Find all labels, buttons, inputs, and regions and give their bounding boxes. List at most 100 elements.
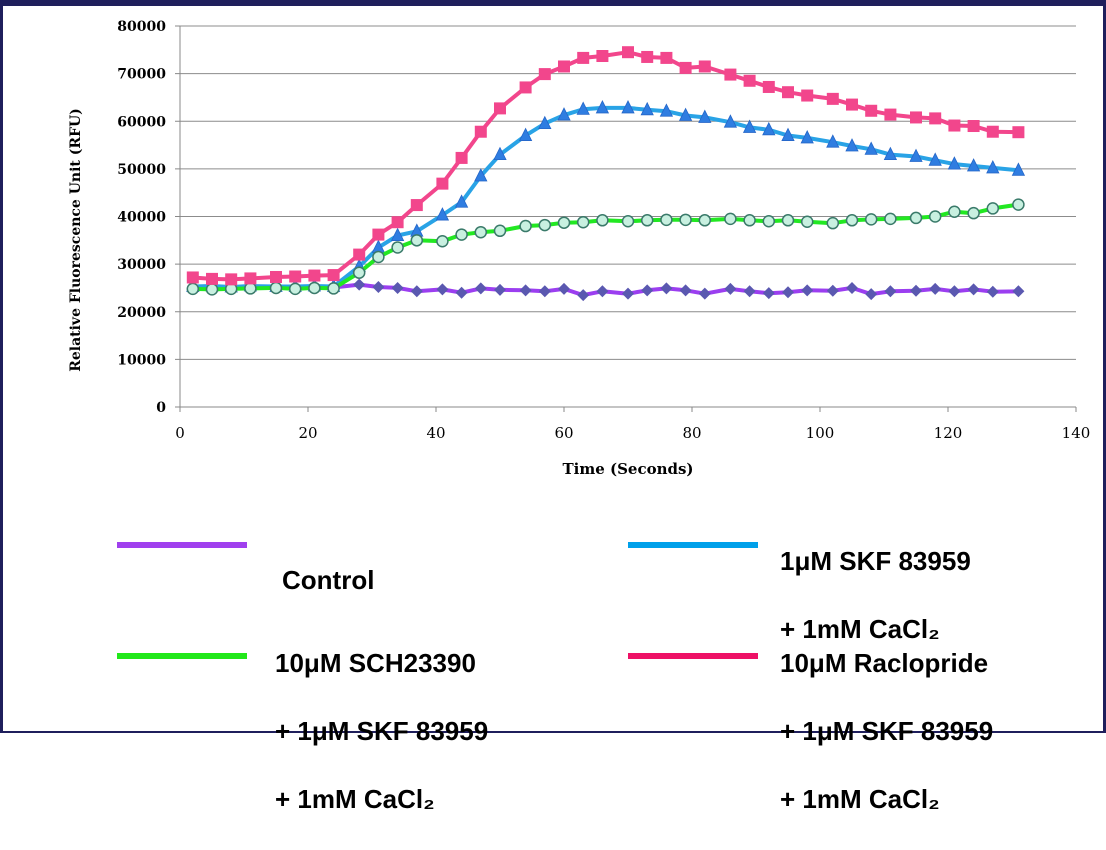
data-point [622,287,634,300]
data-point [640,101,654,116]
data-point [435,207,450,221]
data-point [557,107,571,121]
data-point [679,284,692,297]
data-point [781,214,795,227]
y-tick-label: 10000 [117,352,166,368]
data-point [455,228,468,241]
data-point [910,111,922,124]
data-point [308,281,321,295]
data-point [1012,285,1025,298]
data-point [577,51,590,64]
figure-frame [0,0,1106,733]
data-point [660,213,673,227]
series-10-m-raclopride-1-m-skf-83959-1mm-cacl2 [186,46,1025,286]
data-point [519,284,532,297]
data-point [494,102,506,115]
data-point [865,288,878,301]
data-point [967,283,980,296]
data-point [826,284,839,297]
data-point [782,286,794,299]
data-point [845,214,859,227]
data-point [724,212,737,226]
data-point [864,141,878,155]
data-point [928,152,942,166]
series-line [192,50,1019,282]
x-tick-label: 60 [554,424,573,442]
data-point [800,130,814,144]
legend-label-raclopride: 10μM Raclopride + 1μM SKF 83959 + 1mM Ca… [780,648,994,814]
data-point [865,104,878,117]
data-point [474,225,488,239]
data-point [743,214,756,227]
data-point [518,127,533,141]
data-point [186,271,199,284]
data-point [660,51,673,64]
y-tick-label: 60000 [117,114,166,130]
y-tick-label: 50000 [117,162,166,178]
data-point [948,119,961,132]
data-point [826,216,840,230]
data-point [289,270,302,283]
data-point [909,148,923,162]
data-point [519,219,532,233]
data-point [436,283,449,296]
data-point [846,98,858,111]
data-point [308,269,321,282]
data-point [742,119,757,133]
data-point [947,156,962,170]
data-point [762,80,775,93]
data-point [270,270,282,283]
data-point [846,281,858,294]
data-point [576,215,590,229]
x-tick-label: 100 [806,424,835,442]
data-point [801,284,814,297]
data-point [436,235,449,248]
data-point [596,285,609,298]
data-point [622,46,634,59]
x-tick-label: 120 [934,424,963,442]
data-point [723,114,738,128]
data-point [884,212,897,226]
data-point [679,61,692,74]
data-point [1011,162,1026,176]
y-tick-label: 70000 [117,67,166,83]
data-point [557,216,571,229]
data-point [966,158,981,172]
x-tick-label: 20 [298,424,317,442]
data-point [948,285,961,298]
axis-layer: 0 10000 20000 30000 40000 50000 60000 70000 8000… [117,19,1090,442]
y-axis-title: Relative Fluorescence Unit (RFU) [68,108,84,372]
data-point [327,282,340,295]
data-point [762,121,776,136]
y-tick-label: 40000 [117,210,166,226]
data-point [474,125,487,138]
line-chart: 0 10000 20000 30000 40000 50000 60000 70000 8000… [68,19,1090,478]
legend-swatch-sch23390 [117,653,247,659]
data-point [724,282,737,295]
series-line [192,105,1019,289]
data-point [928,210,942,223]
data-point [743,285,756,298]
data-point [782,86,794,99]
data-point [493,146,507,160]
data-point [352,266,366,279]
data-point [678,107,693,121]
data-point [826,134,840,148]
series-1-m-skf-83959-1mm-cacl2 [186,100,1026,293]
data-point [410,285,423,298]
data-point [621,215,635,228]
data-point [538,218,552,232]
data-point [353,248,366,261]
data-point [1012,198,1025,211]
data-point [558,60,570,73]
data-point [538,68,551,81]
data-point [743,74,756,87]
legend-label-control: Control [282,565,375,595]
data-point [353,278,366,291]
data-point [883,146,898,160]
data-point [494,283,506,296]
data-point [519,81,532,94]
data-point [967,120,980,133]
data-point [474,282,487,295]
data-point [474,168,488,182]
